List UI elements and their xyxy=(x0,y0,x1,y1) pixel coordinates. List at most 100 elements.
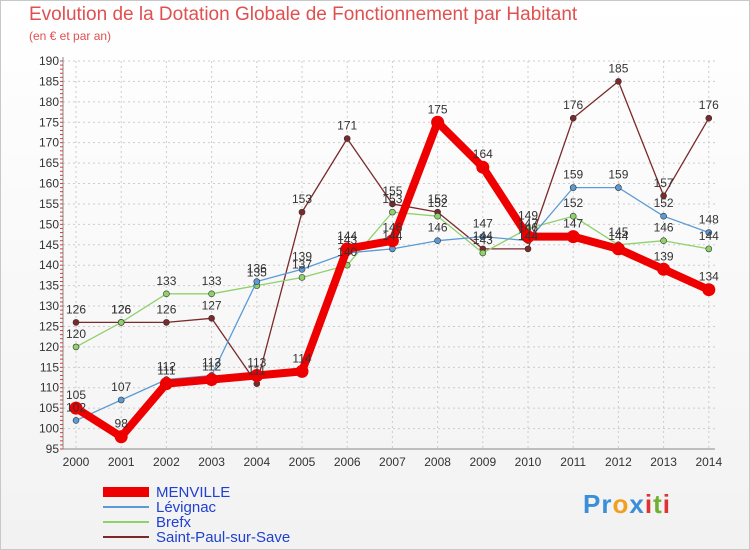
y-tick-label: 95 xyxy=(46,442,60,456)
x-tick-label: 2003 xyxy=(198,455,225,469)
data-label: 133 xyxy=(156,274,176,288)
x-tick-label: 2011 xyxy=(560,455,586,469)
data-point xyxy=(159,377,173,391)
x-tick-label: 2002 xyxy=(153,455,180,469)
data-point xyxy=(615,184,622,191)
data-point xyxy=(702,283,716,297)
data-label: 111 xyxy=(248,364,267,378)
data-label: 139 xyxy=(292,249,312,263)
legend-label-saint-paul: Saint-Paul-sur-Save xyxy=(156,529,291,546)
legend-swatch-levignac xyxy=(103,506,149,508)
data-point xyxy=(253,278,261,285)
data-label: 144 xyxy=(382,229,402,243)
legend-label-levignac: Lévignac xyxy=(156,499,217,516)
data-label: 146 xyxy=(382,221,402,235)
y-tick-label: 120 xyxy=(39,340,59,354)
x-tick-label: 2009 xyxy=(469,455,496,469)
legend-label-brefx: Brefx xyxy=(156,514,192,531)
data-label: 105 xyxy=(66,388,86,402)
y-tick-label: 155 xyxy=(39,197,59,211)
data-label: 107 xyxy=(111,380,131,394)
y-tick-label: 115 xyxy=(40,360,59,374)
data-label: 126 xyxy=(111,302,131,316)
data-label: 113 xyxy=(247,355,266,369)
x-tick-label: 2006 xyxy=(334,455,361,469)
x-tick-label: 2008 xyxy=(424,455,451,469)
logo-letter: i xyxy=(644,489,654,519)
data-label: 143 xyxy=(337,233,357,247)
data-point xyxy=(340,242,354,256)
x-tick-label: 2000 xyxy=(63,455,90,469)
data-label: 144 xyxy=(473,229,493,243)
data-point xyxy=(657,262,671,276)
data-point xyxy=(615,78,622,85)
data-point xyxy=(521,230,535,244)
y-tick-label: 160 xyxy=(39,177,59,191)
data-label: 152 xyxy=(563,196,583,210)
data-label: 147 xyxy=(473,217,493,231)
x-tick-label: 2010 xyxy=(515,455,542,469)
data-label: 147 xyxy=(563,217,583,231)
y-tick-label: 185 xyxy=(39,74,59,88)
data-label: 126 xyxy=(156,302,176,316)
y-tick-label: 175 xyxy=(39,115,59,129)
data-point xyxy=(705,114,713,122)
y-tick-label: 165 xyxy=(39,156,59,170)
data-point xyxy=(660,212,667,220)
data-label: 144 xyxy=(337,229,357,243)
y-tick-label: 150 xyxy=(39,217,59,231)
y-tick-label: 135 xyxy=(39,279,59,293)
data-label: 171 xyxy=(337,119,357,133)
data-point xyxy=(295,364,309,378)
x-tick-label: 2005 xyxy=(289,455,316,469)
data-label: 144 xyxy=(608,229,628,243)
y-tick-label: 170 xyxy=(39,136,59,150)
data-point xyxy=(117,319,125,326)
data-label: 159 xyxy=(563,168,583,182)
data-label: 164 xyxy=(473,147,493,161)
data-label: 159 xyxy=(608,168,628,182)
data-point xyxy=(298,208,306,216)
data-label: 113 xyxy=(202,355,221,369)
data-point xyxy=(524,245,532,253)
data-label: 185 xyxy=(608,61,628,75)
data-point xyxy=(569,184,577,191)
data-label: 157 xyxy=(654,176,674,190)
x-tick-label: 2001 xyxy=(108,455,135,469)
data-label: 137 xyxy=(292,257,312,271)
data-point xyxy=(343,135,351,142)
data-label: 144 xyxy=(699,229,719,243)
data-point xyxy=(479,249,487,257)
data-label: 136 xyxy=(247,262,267,276)
data-point xyxy=(72,343,80,351)
data-point xyxy=(705,229,713,236)
y-tick-label: 125 xyxy=(39,319,59,333)
data-label: 143 xyxy=(473,233,493,247)
data-point xyxy=(569,114,577,122)
data-point xyxy=(163,319,170,326)
data-label: 176 xyxy=(563,98,583,112)
data-point xyxy=(298,274,306,281)
legend-swatch-menville xyxy=(103,487,149,497)
x-tick-label: 2013 xyxy=(650,455,677,469)
data-point xyxy=(566,230,580,244)
data-label: 145 xyxy=(608,225,628,239)
data-point xyxy=(250,368,264,382)
data-label: 112 xyxy=(202,360,221,374)
data-label: 153 xyxy=(428,192,448,206)
data-label: 140 xyxy=(337,245,357,259)
data-point xyxy=(476,160,490,174)
data-label: 98 xyxy=(115,417,129,431)
y-tick-label: 100 xyxy=(39,422,59,436)
data-point xyxy=(72,319,80,326)
data-label: 120 xyxy=(66,327,86,341)
proxiti-logo: Proxiti xyxy=(583,489,671,520)
data-point xyxy=(385,234,399,248)
data-point xyxy=(705,245,713,253)
x-tick-label: 2004 xyxy=(243,455,270,469)
data-label: 146 xyxy=(654,221,674,235)
data-label: 102 xyxy=(66,400,86,414)
logo-letter: t xyxy=(653,489,663,519)
